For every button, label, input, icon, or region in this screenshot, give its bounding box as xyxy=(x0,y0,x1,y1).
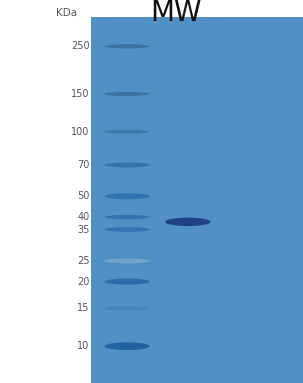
Text: 40: 40 xyxy=(77,212,89,222)
Ellipse shape xyxy=(105,130,150,133)
Ellipse shape xyxy=(105,162,150,167)
Text: 100: 100 xyxy=(71,127,89,137)
Ellipse shape xyxy=(105,227,150,232)
Ellipse shape xyxy=(105,342,150,350)
Ellipse shape xyxy=(105,215,150,219)
Ellipse shape xyxy=(105,92,150,96)
Ellipse shape xyxy=(105,278,150,285)
Ellipse shape xyxy=(105,44,150,48)
Text: 20: 20 xyxy=(77,277,89,286)
Text: 70: 70 xyxy=(77,160,89,170)
Text: KDa: KDa xyxy=(56,8,77,18)
Text: 35: 35 xyxy=(77,224,89,234)
Ellipse shape xyxy=(165,218,211,226)
Ellipse shape xyxy=(105,259,150,264)
Text: 50: 50 xyxy=(77,191,89,201)
Ellipse shape xyxy=(105,193,150,199)
Text: 250: 250 xyxy=(71,41,89,51)
Text: 150: 150 xyxy=(71,89,89,99)
Text: 15: 15 xyxy=(77,303,89,313)
Text: MW: MW xyxy=(150,0,201,27)
Bar xyxy=(91,17,303,383)
Ellipse shape xyxy=(105,306,150,311)
Text: 25: 25 xyxy=(77,256,89,266)
Text: 10: 10 xyxy=(77,341,89,351)
